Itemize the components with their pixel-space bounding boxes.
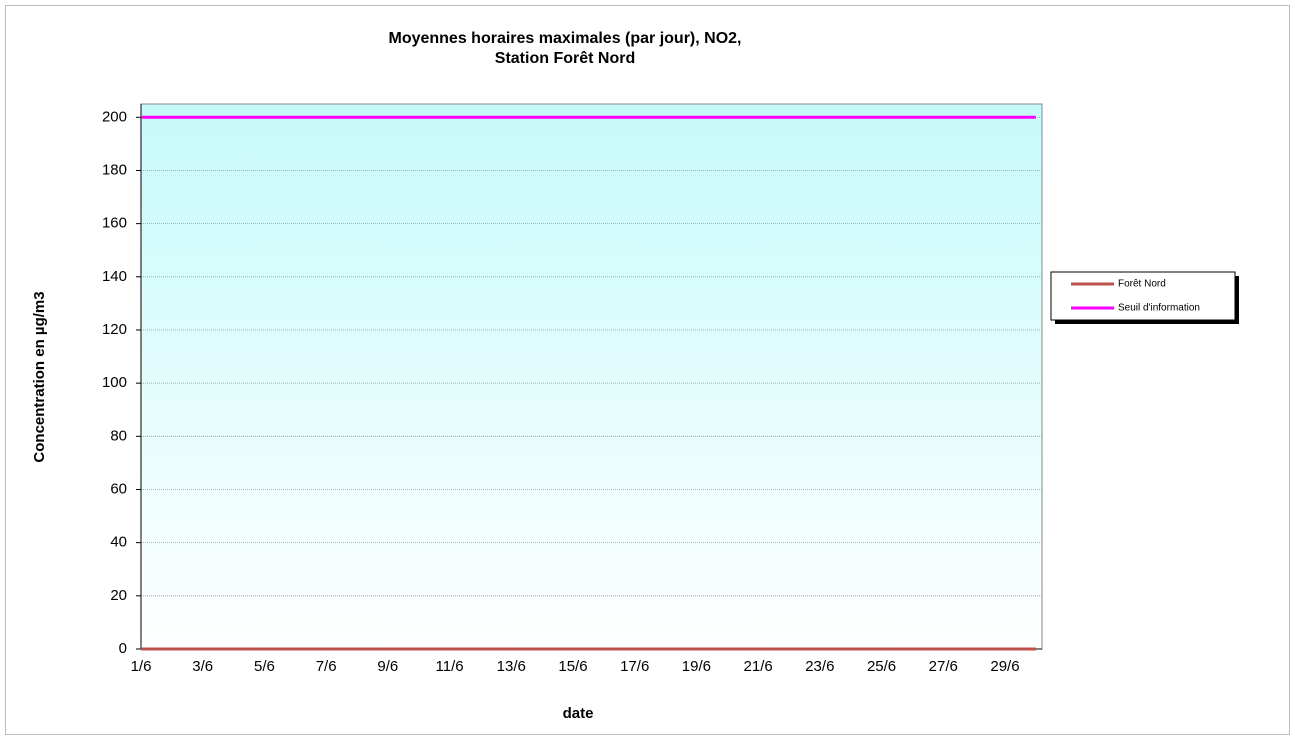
legend-box — [1050, 271, 1236, 321]
x-tick-label: 1/6 — [131, 658, 152, 675]
x-tick-label: 5/6 — [254, 658, 275, 675]
chart-title: Moyennes horaires maximales (par jour), … — [388, 30, 741, 47]
legend-label: Forêt Nord — [1118, 279, 1166, 290]
y-tick-label: 180 — [102, 161, 127, 178]
y-tick-label: 20 — [110, 587, 127, 604]
y-tick-label: 200 — [102, 108, 127, 125]
x-tick-label: 15/6 — [558, 658, 587, 675]
x-tick-label: 21/6 — [744, 658, 773, 675]
x-tick-label: 11/6 — [436, 658, 464, 675]
x-tick-label: 9/6 — [377, 658, 398, 675]
legend-label: Seuil d'information — [1118, 303, 1200, 314]
x-tick-label: 3/6 — [192, 658, 213, 675]
x-tick-label: 17/6 — [620, 658, 649, 675]
y-tick-label: 60 — [110, 480, 127, 497]
legend: Forêt Nord Seuil d'information — [1050, 271, 1239, 324]
x-tick-label: 13/6 — [497, 658, 526, 675]
y-tick-label: 80 — [110, 427, 127, 444]
plot-area — [140, 103, 1043, 650]
chart-title: Station Forêt Nord — [495, 50, 635, 67]
y-tick-label: 100 — [102, 374, 127, 391]
x-tick-label: 19/6 — [682, 658, 711, 675]
x-tick-label: 29/6 — [990, 658, 1019, 675]
y-tick-label: 160 — [102, 215, 127, 232]
y-tick-label: 0 — [119, 640, 127, 657]
x-tick-label: 25/6 — [867, 658, 896, 675]
x-tick-label: 27/6 — [929, 658, 958, 675]
y-tick-label: 40 — [110, 534, 127, 551]
x-tick-label: 23/6 — [805, 658, 834, 675]
y-tick-label: 140 — [102, 268, 127, 285]
x-axis-title: date — [563, 705, 594, 722]
y-axis-title: Concentration en µg/m3 — [31, 291, 48, 462]
x-tick-label: 7/6 — [316, 658, 337, 675]
y-tick-label: 120 — [102, 321, 127, 338]
